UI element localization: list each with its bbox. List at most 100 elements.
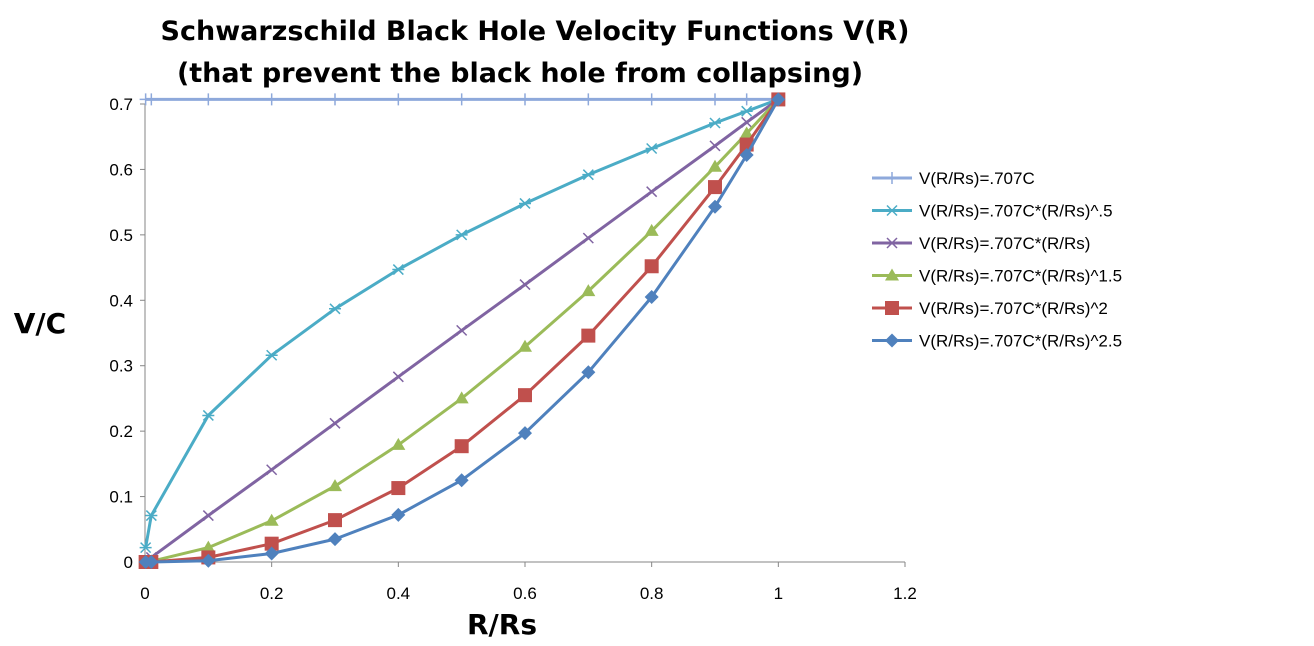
data-point — [644, 290, 659, 305]
legend-marker — [886, 172, 898, 184]
series-3 — [140, 93, 784, 567]
data-point — [329, 417, 341, 429]
data-point — [328, 513, 342, 528]
legend-item: V(R/Rs)=.707C*(R/Rs)^2 — [872, 299, 1108, 318]
data-point — [519, 93, 531, 106]
legend-item: V(R/Rs)=.707C — [872, 169, 1035, 188]
data-point — [455, 229, 468, 241]
y-tick-label: 0.5 — [109, 226, 133, 245]
data-point — [581, 328, 596, 343]
data-point — [391, 437, 406, 450]
x-tick-label: 0.2 — [260, 584, 284, 603]
data-point — [454, 439, 469, 454]
data-point — [202, 510, 214, 522]
legend-label: V(R/Rs)=.707C*(R/Rs)^.5 — [919, 202, 1113, 221]
chart-title: Schwarzschild Black Hole Velocity Functi… — [161, 16, 910, 47]
data-point — [519, 197, 531, 209]
plot-area — [138, 92, 786, 569]
legend-marker — [885, 268, 899, 281]
data-point — [454, 473, 469, 488]
data-point — [264, 536, 279, 551]
legend-marker — [885, 301, 899, 315]
data-point — [328, 532, 342, 547]
data-point — [644, 223, 659, 236]
x-tick-label: 0 — [140, 584, 149, 603]
legend-marker — [886, 204, 898, 217]
data-point — [391, 481, 406, 496]
legend-label: V(R/Rs)=.707C*(R/Rs)^2.5 — [919, 332, 1122, 351]
data-point — [145, 93, 158, 106]
data-point — [582, 169, 595, 181]
data-point — [771, 92, 786, 107]
y-tick-label: 0.4 — [109, 291, 133, 310]
data-point — [329, 93, 341, 106]
legend-label: V(R/Rs)=.707C — [919, 169, 1035, 188]
data-point — [265, 349, 278, 361]
data-point — [144, 555, 159, 569]
y-tick-label: 0.2 — [109, 422, 133, 441]
y-tick-label: 0.6 — [109, 160, 133, 179]
data-point — [202, 93, 215, 106]
data-point — [264, 546, 279, 561]
data-point — [266, 464, 278, 476]
data-point — [708, 159, 722, 172]
data-point — [264, 513, 279, 526]
y-tick-label: 0 — [124, 553, 133, 572]
data-point — [739, 126, 754, 139]
data-point — [202, 409, 215, 421]
legend-item: V(R/Rs)=.707C*(R/Rs) — [872, 234, 1090, 253]
series-1 — [139, 93, 785, 106]
legend-item: V(R/Rs)=.707C*(R/Rs)^2.5 — [872, 332, 1122, 351]
y-tick-label: 0.7 — [109, 95, 133, 114]
axes: 0 0.1 0.2 0.3 0.4 0.5 0.6 0.7 0 0.2 0.4 0.6 0.8 1 1.2 — [109, 95, 916, 603]
data-point — [145, 510, 158, 522]
data-point — [328, 479, 342, 492]
data-point — [708, 180, 722, 195]
data-point — [456, 324, 468, 336]
legend-item: V(R/Rs)=.707C*(R/Rs)^1.5 — [872, 267, 1122, 286]
legend-item: V(R/Rs)=.707C*(R/Rs)^.5 — [872, 202, 1113, 221]
data-point — [201, 553, 216, 568]
legend: V(R/Rs)=.707C V(R/Rs)=.707C*(R/Rs)^.5 V(R/… — [872, 169, 1122, 351]
data-point — [139, 542, 152, 554]
data-point — [392, 371, 404, 383]
legend-label: V(R/Rs)=.707C*(R/Rs)^2 — [919, 299, 1108, 318]
data-point — [708, 199, 722, 214]
data-point — [201, 540, 216, 553]
data-point — [645, 93, 658, 106]
data-point — [740, 105, 753, 117]
data-point — [519, 279, 531, 291]
x-tick-label: 0.6 — [513, 584, 537, 603]
y-tick-label: 0.3 — [109, 357, 133, 376]
data-point — [265, 93, 278, 106]
data-point — [645, 142, 658, 155]
data-point — [455, 93, 468, 106]
y-axis-title: V/C — [14, 307, 66, 340]
legend-label: V(R/Rs)=.707C*(R/Rs)^1.5 — [919, 267, 1122, 286]
data-point — [581, 284, 596, 297]
data-point — [709, 93, 721, 106]
legend-label: V(R/Rs)=.707C*(R/Rs) — [919, 234, 1090, 253]
data-point — [392, 93, 405, 106]
series-6 — [138, 92, 786, 569]
x-tick-label: 1 — [774, 584, 783, 603]
data-point — [392, 264, 405, 276]
data-point — [646, 186, 658, 198]
x-tick-label: 0.4 — [387, 584, 411, 603]
data-point — [329, 303, 341, 315]
legend-marker — [885, 333, 899, 348]
legend-marker — [886, 237, 898, 249]
chart-subtitle: (that prevent the black hole from collap… — [177, 58, 863, 89]
x-tick-label: 1.2 — [893, 584, 917, 603]
data-point — [518, 339, 532, 352]
data-point — [454, 391, 469, 404]
data-point — [740, 93, 753, 106]
x-axis-title: R/Rs — [467, 608, 537, 641]
data-point — [644, 259, 659, 274]
data-point — [391, 507, 406, 522]
data-point — [709, 140, 721, 152]
data-point — [581, 365, 596, 380]
data-point — [741, 116, 753, 128]
data-point — [709, 117, 721, 129]
